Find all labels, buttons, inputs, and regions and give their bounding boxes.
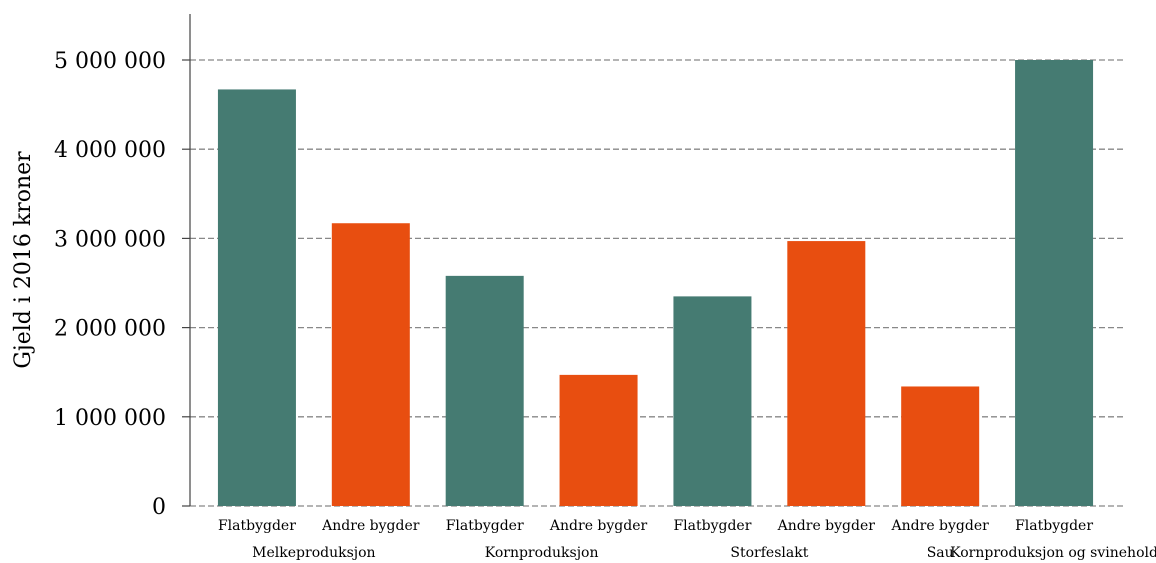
bar-8: [1015, 60, 1094, 506]
group-label: Kornproduksjon: [485, 545, 599, 561]
x-tick-label: Andre bygder: [777, 518, 876, 534]
x-tick-label: Flatbygder: [1015, 518, 1093, 534]
group-labels: Melkeproduksjon Kornproduksjon Storfeslakt…: [252, 545, 1156, 561]
bar-3: [445, 275, 524, 506]
x-tick-label: Andre bygder: [891, 518, 990, 534]
bar-1: [217, 89, 296, 506]
x-tick-label: Andre bygder: [549, 518, 648, 534]
bar-5: [673, 296, 752, 506]
group-label: Sau: [927, 545, 954, 561]
bar-2: [331, 223, 410, 506]
group-label: Melkeproduksjon: [252, 545, 375, 561]
group-label: Storfeslakt: [730, 545, 808, 561]
y-axis-label: Gjeld i 2016 kroner: [11, 151, 36, 369]
x-tick-label: Flatbygder: [673, 518, 751, 534]
group-label: Kornproduksjon og svinehold: [950, 545, 1156, 561]
x-axis-ticks: Flatbygder Andre bygder Flatbygder Andre by…: [218, 518, 1093, 534]
bar-7: [901, 386, 980, 506]
bar-6: [787, 241, 866, 507]
bars: [217, 60, 1094, 507]
y-tick-label: 0: [152, 495, 166, 520]
bar-4: [559, 374, 638, 506]
y-axis-ticks: 0 1 000 000 2 000 000 3 000 000 4 000 000 5 0…: [54, 49, 190, 520]
y-tick-label: 5 000 000: [54, 49, 166, 74]
y-tick-label: 2 000 000: [54, 317, 166, 342]
x-tick-label: Flatbygder: [446, 518, 524, 534]
grid-lines: [190, 59, 1126, 507]
y-tick-label: 4 000 000: [54, 138, 166, 163]
x-tick-label: Flatbygder: [218, 518, 296, 534]
y-tick-label: 3 000 000: [54, 227, 166, 252]
x-tick-label: Andre bygder: [321, 518, 420, 534]
y-tick-label: 1 000 000: [54, 406, 166, 431]
